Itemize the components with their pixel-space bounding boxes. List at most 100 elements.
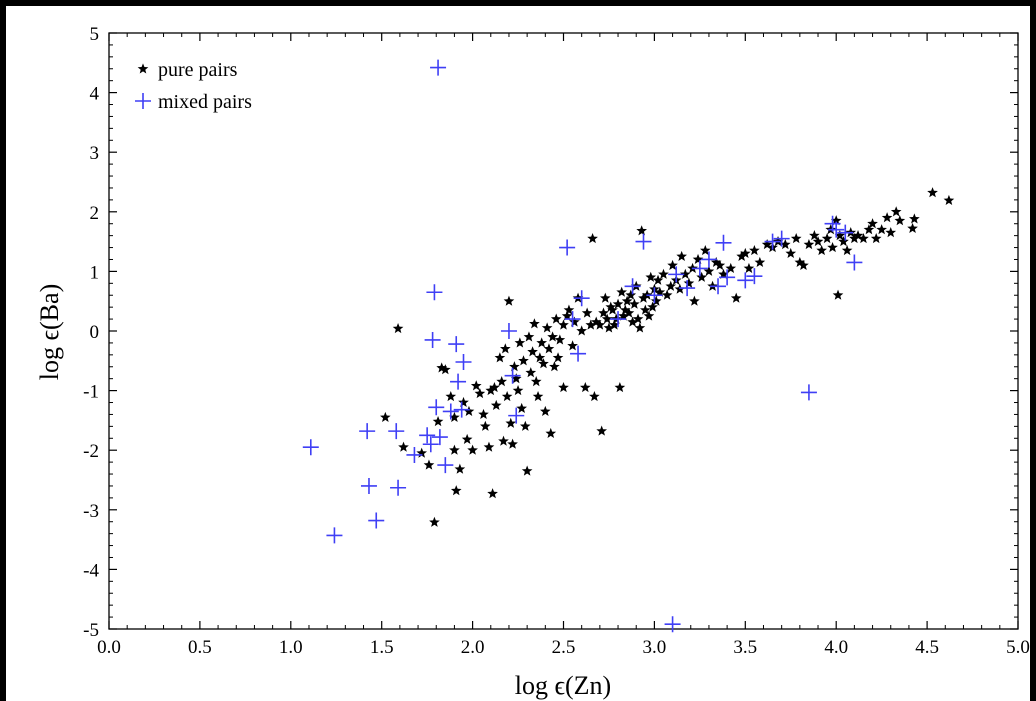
x-tick-label: 4.5	[915, 637, 939, 658]
pure-pair-point	[567, 340, 578, 351]
pure-pair-point	[639, 304, 651, 315]
pure-pair-point	[516, 402, 528, 414]
mixed-pair-point	[800, 384, 817, 401]
pure-pair-point	[650, 295, 662, 306]
pure-pair-point	[450, 485, 462, 496]
mixed-pair-point	[719, 269, 736, 286]
pure-pair-point	[618, 310, 629, 321]
pure-pair-point	[730, 292, 742, 303]
pure-pair-point	[579, 382, 591, 393]
pure-pair-point	[907, 222, 918, 234]
pure-pair-point	[943, 194, 955, 206]
y-tick-label: 0	[90, 322, 100, 343]
mixed-pair-point	[715, 234, 732, 251]
pure-pair-point	[423, 459, 435, 470]
pure-pair-point	[498, 435, 509, 446]
pure-pair-point	[609, 319, 620, 330]
y-tick-label: -5	[83, 620, 99, 641]
pure-pair-point	[676, 250, 687, 262]
pure-pair-point	[539, 405, 551, 416]
y-tick-label: 3	[90, 143, 100, 164]
pure-pair-point	[541, 322, 553, 333]
y-tick-label: 1	[90, 262, 100, 283]
pure-pair-point	[549, 361, 560, 372]
pure-pair-point	[638, 292, 649, 303]
legend-pure-pairs-marker	[137, 63, 149, 74]
x-tick-label: 0.5	[188, 637, 212, 658]
pure-pair-point	[527, 346, 538, 357]
mixed-pair-point	[450, 373, 467, 390]
legend-mixed-pairs-marker	[135, 93, 151, 109]
legend-plus-icon	[135, 93, 151, 109]
mixed-pair-point	[388, 423, 405, 440]
pure-pair-point	[398, 441, 409, 452]
x-tick-label: 3.0	[643, 637, 667, 658]
pure-pair-point	[881, 212, 893, 223]
mixed-pair-point	[453, 401, 470, 418]
pure-pair-point	[514, 337, 526, 348]
pure-pair-point	[543, 343, 555, 354]
x-tick-label: 5.0	[1006, 637, 1030, 658]
pure-pair-point	[380, 411, 391, 422]
pure-pair-point	[489, 382, 500, 393]
pure-pair-point	[736, 250, 747, 262]
pure-pair-point	[429, 516, 440, 527]
mixed-pair-point	[764, 233, 781, 250]
mixed-pair-point	[635, 233, 652, 250]
pure-pair-point	[445, 390, 457, 402]
legend-star-icon	[137, 63, 149, 74]
pure-pair-point	[870, 233, 882, 244]
pure-pair-point	[529, 318, 540, 329]
pure-pair-point	[841, 244, 853, 256]
mixed-pair-point	[390, 479, 407, 496]
mixed-pair-point	[610, 311, 627, 328]
pure-pair-point	[863, 224, 875, 235]
pure-pair-point	[612, 298, 624, 309]
mixed-pair-point	[624, 278, 641, 295]
pure-pair-point	[536, 337, 548, 348]
pure-pair-point	[532, 390, 544, 402]
pure-pair-point	[594, 319, 606, 330]
pure-pair-point	[581, 307, 593, 318]
pure-pair-point	[876, 224, 887, 235]
mixed-pair-point	[668, 266, 685, 283]
pure-pair-point	[654, 286, 666, 297]
mixed-pair-point	[359, 423, 376, 440]
pure-pair-point	[512, 385, 524, 396]
pure-pair-point	[647, 301, 658, 312]
figure-background	[6, 6, 1030, 701]
pure-pair-point	[703, 265, 715, 276]
pure-pair-point	[754, 256, 766, 267]
pure-pair-point	[718, 268, 729, 279]
x-tick-label: 2.0	[461, 637, 485, 658]
pure-pair-point	[520, 420, 531, 431]
pure-pair-point	[627, 316, 638, 327]
mixed-pair-point	[428, 399, 445, 416]
pure-pair-point	[598, 307, 609, 318]
x-tick-label: 0.0	[97, 637, 121, 658]
pure-pair-point	[683, 277, 695, 288]
pure-pair-point	[461, 433, 473, 444]
pure-pair-point	[534, 352, 546, 363]
y-tick-label: 2	[90, 203, 100, 224]
pure-pair-point	[821, 233, 833, 244]
pure-pair-point	[480, 420, 491, 431]
pure-pair-point	[538, 358, 549, 369]
mixed-pair-point	[646, 287, 663, 304]
pure-pair-point	[699, 244, 711, 256]
pure-pair-point	[632, 313, 644, 324]
pure-pair-point	[501, 390, 513, 402]
pure-pair-point	[809, 230, 820, 241]
legend: pure pairs mixed pairs	[135, 59, 252, 113]
y-tick-label: 4	[90, 84, 100, 105]
pure-pair-point	[661, 289, 673, 300]
pure-pair-point	[739, 247, 751, 259]
pure-pair-point	[554, 334, 566, 345]
pure-pair-point	[478, 408, 489, 419]
pure-pair-point	[589, 390, 600, 402]
pure-pair-point	[625, 289, 637, 300]
pure-pair-point	[521, 465, 533, 476]
y-tick-label: -4	[83, 560, 99, 581]
pure-pair-point	[616, 286, 627, 297]
